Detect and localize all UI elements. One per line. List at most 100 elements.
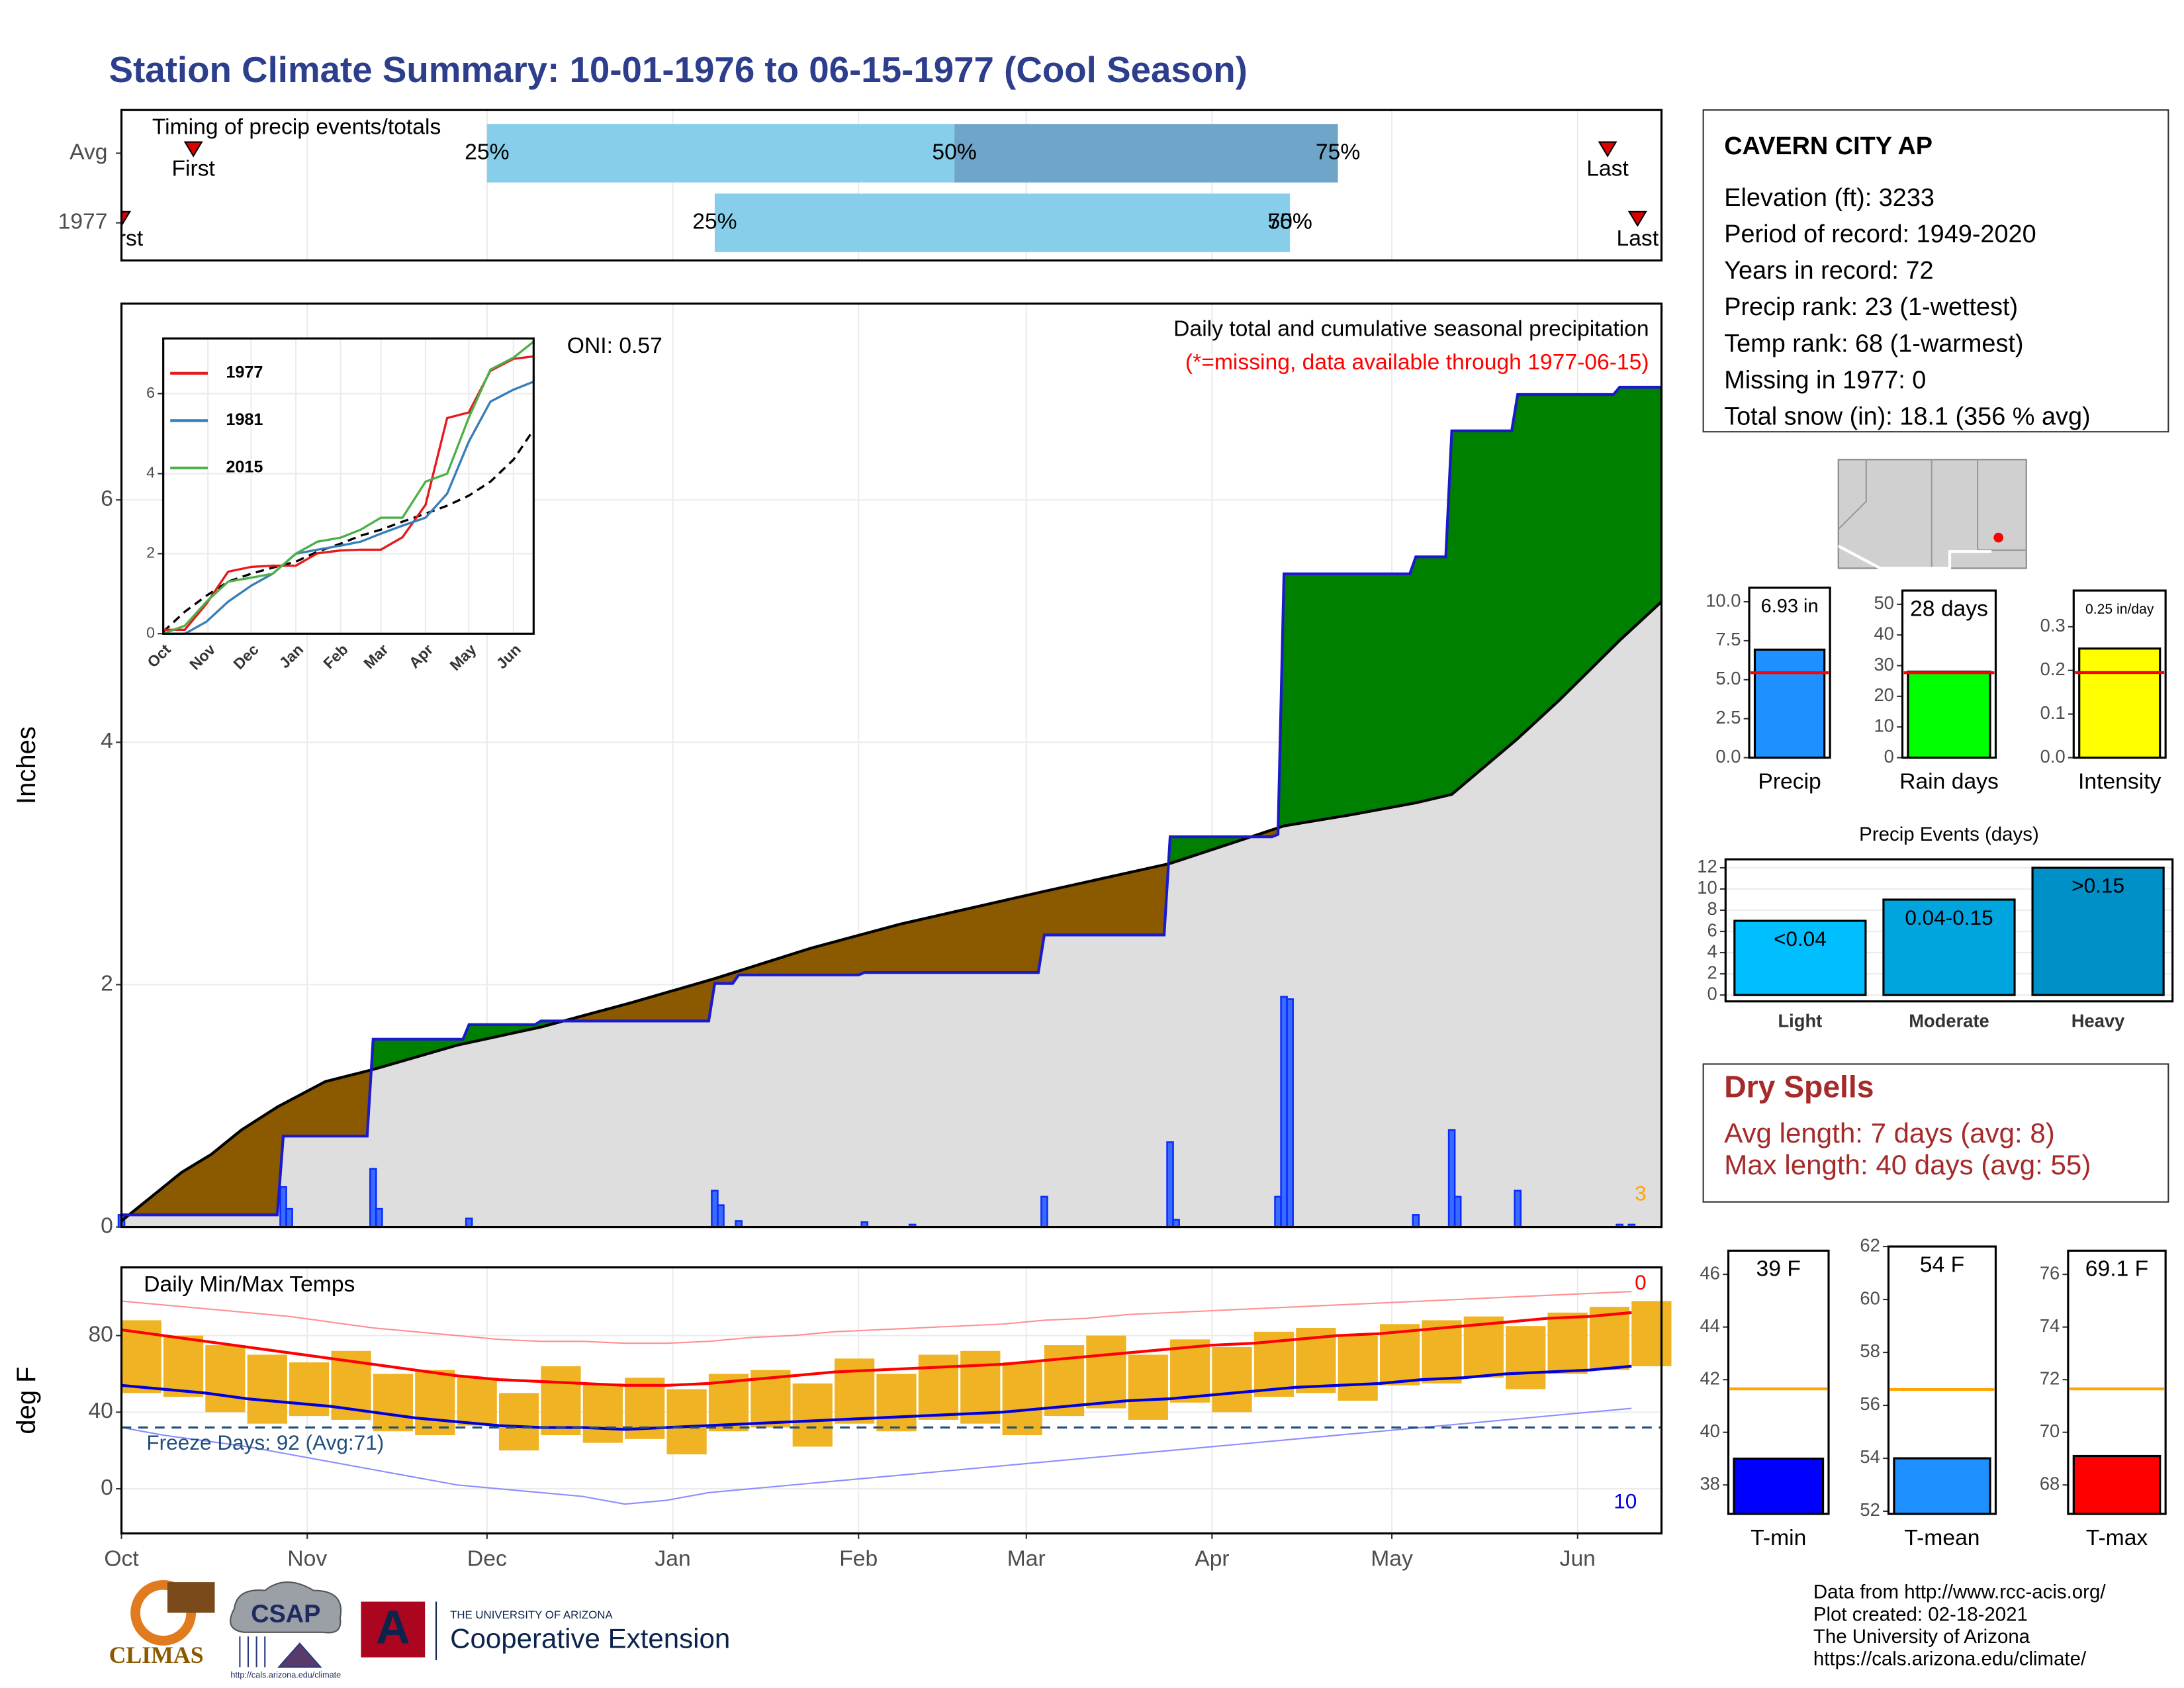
freeze-annotation: Freeze Days: 92 (Avg:71) bbox=[146, 1430, 384, 1454]
panel-title: Daily total and cumulative seasonal prec… bbox=[1173, 317, 1649, 342]
temp-range-bar bbox=[289, 1362, 330, 1417]
plot-frame bbox=[120, 1266, 1663, 1535]
range-label: <0.04 bbox=[1774, 927, 1827, 951]
percent-label: 25% bbox=[465, 140, 509, 164]
temp-range-bar bbox=[792, 1383, 833, 1447]
bar bbox=[1733, 1457, 1825, 1515]
station-line: Elevation (ft): 3233 bbox=[1724, 184, 1934, 212]
x-tick-label: Jan bbox=[655, 1546, 690, 1571]
y-tick-label: 42 bbox=[1700, 1368, 1719, 1388]
temp-range-bar bbox=[1086, 1335, 1126, 1409]
daily-precip-bar bbox=[1172, 1219, 1180, 1228]
daily-precip-bar bbox=[465, 1217, 473, 1228]
category-label: Moderate bbox=[1909, 1011, 1989, 1031]
plot-frame bbox=[1901, 589, 1997, 759]
csap-logo: CSAP bbox=[251, 1601, 320, 1628]
y-tick-label: 10 bbox=[1874, 715, 1893, 735]
temp-range-bar bbox=[1506, 1326, 1546, 1389]
bar bbox=[2031, 867, 2165, 996]
y-tick-label: 2 bbox=[1707, 962, 1717, 982]
temp-range-bar bbox=[205, 1345, 246, 1413]
temp-range-bar bbox=[918, 1354, 958, 1420]
plot-frame bbox=[1727, 1249, 1830, 1515]
y-tick-label: 8 bbox=[1707, 898, 1717, 919]
temp-range-bar bbox=[415, 1370, 455, 1436]
daily-precip-bar bbox=[1447, 1129, 1456, 1228]
x-tick-label: Apr bbox=[1195, 1546, 1229, 1571]
record-min-line bbox=[121, 1407, 1632, 1505]
dry-spell-line: Max length: 40 days (avg: 55) bbox=[1724, 1149, 2091, 1180]
bar bbox=[2078, 647, 2161, 759]
timing-marker bbox=[183, 141, 203, 158]
marker-label: First bbox=[100, 226, 144, 251]
temp-range-bar bbox=[835, 1358, 875, 1424]
daily-precip-bar bbox=[1286, 998, 1294, 1228]
y-tick-label: 76 bbox=[2040, 1262, 2060, 1283]
percent-label: 50% bbox=[932, 140, 976, 164]
y-tick-label: 46 bbox=[1700, 1262, 1719, 1283]
category-label: T-mean bbox=[1904, 1526, 1979, 1550]
y-tick-label: 4 bbox=[101, 729, 113, 753]
temp-range-bar bbox=[1170, 1339, 1210, 1403]
category-label: Rain days bbox=[1899, 769, 1999, 794]
daily-precip-bar bbox=[375, 1207, 383, 1228]
station-box bbox=[1702, 109, 2169, 433]
timing-marker bbox=[1627, 211, 1647, 227]
map-border bbox=[1837, 544, 1992, 570]
timing-bar bbox=[486, 124, 955, 183]
temp-range-bar bbox=[247, 1354, 287, 1424]
daily-precip-bar bbox=[717, 1204, 725, 1228]
ua-small: THE UNIVERSITY OF ARIZONA bbox=[450, 1609, 613, 1621]
temp-range-bar bbox=[457, 1378, 497, 1426]
value-label: 0.25 in/day bbox=[2085, 602, 2154, 617]
series-line bbox=[163, 380, 534, 635]
dry-spells-box bbox=[1702, 1063, 2169, 1203]
y-tick-label: 0 bbox=[101, 1213, 113, 1238]
y-tick-label: 44 bbox=[1700, 1315, 1719, 1336]
daily-precip-bar bbox=[285, 1207, 293, 1228]
y-tick-label: 0.1 bbox=[2040, 702, 2066, 723]
plot-frame bbox=[2072, 589, 2167, 759]
y-tick-label: 10.0 bbox=[1706, 590, 1741, 610]
panel-title: Precip Events (days) bbox=[1859, 823, 2039, 845]
csap-graphic bbox=[239, 1636, 322, 1668]
value-label: 6.93 in bbox=[1761, 596, 1819, 617]
timing-bar bbox=[714, 193, 1291, 252]
plot-frame bbox=[120, 303, 1663, 1229]
marker-label: Last bbox=[1616, 226, 1659, 251]
x-tick-label: May bbox=[1371, 1546, 1413, 1571]
y-tick-label: 6 bbox=[101, 487, 113, 511]
temp-range-bar bbox=[1422, 1320, 1462, 1383]
temp-range-bar bbox=[1212, 1346, 1252, 1413]
y-tick-label: 50 bbox=[1874, 592, 1893, 613]
avg-max-line bbox=[121, 1311, 1632, 1387]
temp-range-bar bbox=[541, 1366, 581, 1436]
x-tick-label: Mar bbox=[1007, 1546, 1046, 1571]
station-line: Temp rank: 68 (1-warmest) bbox=[1724, 330, 2023, 357]
avg-min-line bbox=[121, 1364, 1632, 1431]
y-tick-label: 0 bbox=[101, 1476, 113, 1500]
count-label: 3 bbox=[1635, 1182, 1647, 1205]
y-tick-label: 56 bbox=[1860, 1393, 1880, 1414]
y-tick-label: 0.3 bbox=[2040, 615, 2066, 635]
category-label: T-min bbox=[1751, 1526, 1806, 1550]
row-label: Avg bbox=[69, 140, 107, 164]
range-label: 0.04-0.15 bbox=[1905, 906, 1993, 929]
legend-label: 1977 bbox=[226, 363, 263, 382]
station-dot bbox=[1993, 532, 2004, 543]
x-tick-label: Feb bbox=[839, 1546, 878, 1571]
legend-label: 2015 bbox=[226, 458, 263, 477]
y-tick-label: 0 bbox=[1707, 983, 1717, 1004]
cumulative-line bbox=[121, 385, 1662, 1217]
y-tick-label: 20 bbox=[1874, 684, 1893, 705]
category-label: Light bbox=[1778, 1011, 1822, 1031]
y-tick-label: 62 bbox=[1860, 1235, 1880, 1255]
station-line: Missing in 1977: 0 bbox=[1724, 366, 1926, 394]
y-tick-label: 40 bbox=[1700, 1421, 1719, 1441]
y-tick-label: 4 bbox=[1707, 941, 1717, 961]
daily-precip-bar bbox=[369, 1168, 377, 1228]
footer-line: Plot created: 02-18-2021 bbox=[1813, 1603, 2028, 1625]
temp-range-bar bbox=[1547, 1312, 1588, 1374]
